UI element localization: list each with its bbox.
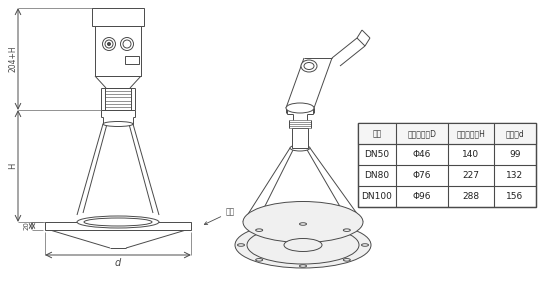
Text: Φ76: Φ76 <box>412 171 431 180</box>
Text: 204+H: 204+H <box>8 46 18 72</box>
Bar <box>358 123 536 144</box>
Bar <box>92 8 144 26</box>
Text: 227: 227 <box>463 171 480 180</box>
Ellipse shape <box>105 40 113 48</box>
Text: 喇叭口高度H: 喇叭口高度H <box>456 129 486 138</box>
Text: 140: 140 <box>463 150 480 159</box>
Text: 288: 288 <box>463 192 480 201</box>
Bar <box>45 222 191 230</box>
Ellipse shape <box>361 244 369 246</box>
Ellipse shape <box>238 244 245 246</box>
Text: 156: 156 <box>507 192 524 201</box>
Ellipse shape <box>107 42 111 46</box>
Text: Φ96: Φ96 <box>412 192 431 201</box>
Text: 99: 99 <box>509 150 521 159</box>
Text: DN50: DN50 <box>365 150 389 159</box>
Ellipse shape <box>84 218 152 226</box>
Ellipse shape <box>343 229 350 231</box>
Text: 20: 20 <box>24 222 30 230</box>
Ellipse shape <box>256 259 263 261</box>
Ellipse shape <box>247 226 359 264</box>
Ellipse shape <box>284 238 322 251</box>
Text: Φ46: Φ46 <box>413 150 431 159</box>
Ellipse shape <box>300 265 306 267</box>
Text: 132: 132 <box>507 171 524 180</box>
Bar <box>95 26 141 76</box>
Text: DN80: DN80 <box>365 171 389 180</box>
Text: d: d <box>115 258 121 268</box>
Text: 法兰: 法兰 <box>372 129 382 138</box>
Ellipse shape <box>300 223 306 225</box>
Text: 四氟盘d: 四氟盘d <box>505 129 524 138</box>
Ellipse shape <box>102 38 116 51</box>
Bar <box>125 56 139 64</box>
Text: 法兰: 法兰 <box>205 208 235 224</box>
Text: DN100: DN100 <box>361 192 393 201</box>
Ellipse shape <box>103 121 133 127</box>
Ellipse shape <box>243 201 363 243</box>
Text: H: H <box>8 163 18 169</box>
Ellipse shape <box>301 60 317 72</box>
Ellipse shape <box>286 103 314 113</box>
Text: 喇叭口直径D: 喇叭口直径D <box>408 129 437 138</box>
Ellipse shape <box>343 259 350 261</box>
Bar <box>292 128 308 148</box>
Ellipse shape <box>77 216 159 228</box>
Ellipse shape <box>304 63 314 69</box>
Ellipse shape <box>123 40 131 48</box>
Ellipse shape <box>256 229 263 231</box>
Ellipse shape <box>120 38 134 51</box>
Ellipse shape <box>235 222 371 268</box>
Bar <box>358 123 536 207</box>
Ellipse shape <box>290 145 310 151</box>
